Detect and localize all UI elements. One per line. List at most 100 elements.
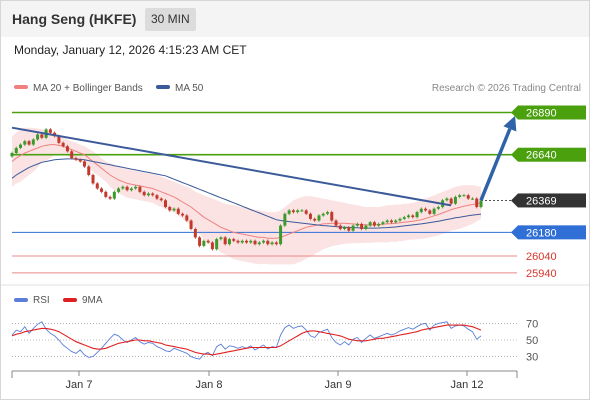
candle-body <box>428 210 432 214</box>
candle <box>129 187 133 192</box>
candle-body <box>381 222 385 224</box>
instrument-title: Hang Seng (HKFE) <box>12 11 137 27</box>
candle <box>19 143 23 150</box>
candle <box>415 210 419 219</box>
candle-body <box>398 218 402 221</box>
candle-body <box>347 227 351 231</box>
level-label-26369: 26369 <box>511 193 586 208</box>
candle-body <box>274 242 278 245</box>
candle <box>411 214 415 219</box>
level-tag-box <box>518 193 586 208</box>
candle-body <box>424 208 428 211</box>
candle <box>172 207 176 212</box>
candle <box>351 224 355 233</box>
candle-body <box>270 242 274 245</box>
candle <box>300 209 304 212</box>
trendline <box>11 126 452 207</box>
candle <box>334 219 338 227</box>
candle-body <box>70 151 74 159</box>
interval-button[interactable]: 30 MIN <box>145 8 196 31</box>
candle-body <box>202 240 206 246</box>
candle-body <box>449 198 453 204</box>
candle-body <box>100 188 104 192</box>
level-value-text: 26890 <box>526 108 557 120</box>
candle <box>176 207 180 216</box>
candle-body <box>351 225 355 231</box>
candle-body <box>155 195 159 199</box>
candle-body <box>146 193 150 196</box>
candle-body <box>159 198 163 201</box>
candle-body <box>117 188 121 192</box>
candle-body <box>436 207 440 209</box>
candle <box>475 197 479 209</box>
candle-body <box>219 237 223 240</box>
rsi-ma-legend-label: 9MA <box>82 295 103 306</box>
candle <box>82 160 86 168</box>
candle <box>479 199 483 209</box>
candle-body <box>181 213 185 216</box>
candle <box>424 207 428 212</box>
candle <box>253 239 257 246</box>
candle-body <box>470 198 474 200</box>
candle <box>419 207 423 214</box>
candle <box>402 215 406 221</box>
candle <box>381 220 385 226</box>
candle <box>74 156 78 162</box>
candle-body <box>82 161 86 167</box>
candle <box>70 149 74 160</box>
price-plot: 26890 26640 26369 26180 26040 25940 <box>10 105 586 280</box>
candle-body <box>308 213 312 219</box>
candle-body <box>134 186 138 189</box>
candle-body <box>334 220 338 226</box>
candle <box>146 192 150 197</box>
candle <box>95 182 99 190</box>
candle <box>236 239 240 244</box>
candle-body <box>129 188 133 191</box>
candle-body <box>48 129 52 133</box>
candle-body <box>74 158 78 160</box>
candle-body <box>343 227 347 229</box>
candle <box>338 224 342 231</box>
candle-body <box>227 239 231 245</box>
candle-body <box>462 195 466 197</box>
candle <box>91 173 95 185</box>
candle-body <box>479 200 483 208</box>
candle <box>372 220 376 227</box>
candle <box>432 207 436 216</box>
level-label-26040: 26040 <box>526 251 557 263</box>
candle <box>304 209 308 216</box>
level-label-26640: 26640 <box>511 147 586 162</box>
candle-body <box>385 220 389 223</box>
level-value-text: 26640 <box>526 150 557 162</box>
candle-body <box>215 239 219 250</box>
candle <box>385 219 389 224</box>
x-tick-label: Jan 8 <box>196 379 223 391</box>
rsi-legend-swatch <box>14 298 28 302</box>
candle-body <box>287 210 291 214</box>
candle <box>227 237 231 246</box>
candle <box>245 239 248 244</box>
candle-body <box>104 191 108 197</box>
projection-arrow-head <box>503 115 517 132</box>
candle-body <box>95 183 99 189</box>
candle <box>283 212 287 227</box>
bollinger-band-area <box>12 127 481 265</box>
candle <box>185 214 189 222</box>
candle <box>142 190 146 197</box>
candle-body <box>198 237 202 246</box>
candle <box>223 236 227 246</box>
candle-body <box>321 213 325 216</box>
candle <box>159 197 163 202</box>
candle-body <box>453 196 457 204</box>
candle <box>104 190 108 199</box>
candle-body <box>394 220 398 223</box>
candle-body <box>326 212 330 214</box>
candle <box>317 214 321 222</box>
candle-body <box>125 186 129 191</box>
candle <box>266 239 270 246</box>
candle <box>470 197 474 200</box>
candle-body <box>65 146 69 152</box>
candle-body <box>14 147 18 154</box>
candle-body <box>257 242 261 245</box>
level-label-25940: 25940 <box>526 268 557 280</box>
